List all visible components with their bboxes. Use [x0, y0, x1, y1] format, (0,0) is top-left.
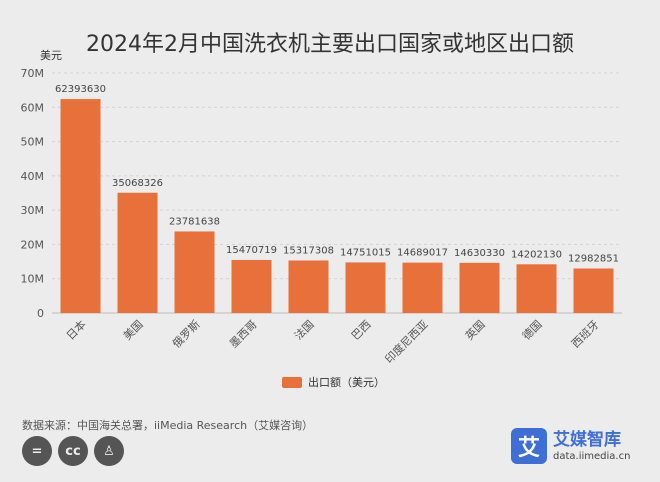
y-tick-label: 70M — [21, 67, 45, 80]
bar — [459, 262, 500, 313]
data-label: 14202130 — [511, 249, 562, 260]
data-label: 23781638 — [169, 216, 220, 227]
source-note: 数据来源：中国海关总署，iiMedia Research（艾媒咨询） — [22, 419, 314, 432]
brand-url: data.iimedia.cn — [553, 450, 631, 462]
bar — [60, 99, 101, 313]
y-tick-label: 0 — [37, 307, 44, 320]
brand-name: 艾媒智库 — [553, 429, 621, 450]
data-label: 14751015 — [340, 247, 391, 258]
data-label: 15470719 — [226, 245, 277, 256]
bar — [402, 262, 443, 313]
y-tick-label: 10M — [21, 273, 45, 286]
x-tick-label: 德国 — [519, 317, 544, 342]
chart-title: 2024年2月中国洗衣机主要出口国家或地区出口额 — [86, 32, 574, 57]
x-tick-label: 法国 — [291, 317, 316, 342]
y-axis-unit-label: 美元 — [40, 49, 62, 62]
data-label: 62393630 — [55, 84, 106, 95]
x-tick-label: 美国 — [121, 318, 146, 343]
license-icons: = cc ♙ — [22, 436, 124, 466]
bar — [231, 259, 272, 313]
bar — [345, 262, 386, 313]
bar — [573, 268, 614, 313]
y-tick-label: 30M — [21, 204, 45, 217]
data-label: 35068326 — [112, 178, 163, 189]
x-tick-label: 墨西哥 — [227, 318, 260, 351]
bar — [174, 231, 215, 313]
bar — [288, 260, 329, 313]
y-tick-label: 60M — [21, 101, 45, 114]
data-label: 15317308 — [283, 245, 334, 256]
legend-label: 出口额（美元） — [308, 376, 385, 389]
x-tick-label: 巴西 — [349, 318, 374, 343]
legend: 出口额（美元） — [282, 374, 385, 390]
bar — [516, 264, 557, 313]
x-tick-label: 西班牙 — [569, 318, 602, 351]
x-tick-label: 印度尼西亚 — [382, 317, 431, 366]
x-tick-label: 日本 — [63, 317, 88, 342]
y-tick-label: 20M — [21, 238, 45, 251]
data-label: 14689017 — [397, 248, 448, 259]
y-tick-label: 50M — [21, 136, 45, 149]
person-icon: ♙ — [94, 436, 124, 466]
brand-block: 艾 艾媒智库 data.iimedia.cn — [511, 428, 630, 464]
equals-icon: = — [22, 436, 52, 466]
bar-chart: 0 10M 20M 30M 40M 50M 60M 70M 62393630 日本 35068326… — [21, 67, 622, 366]
y-tick-label: 40M — [21, 170, 45, 183]
data-label: 12982851 — [568, 253, 619, 264]
cc-icon: cc — [58, 436, 88, 466]
x-tick-label: 俄罗斯 — [170, 318, 203, 351]
brand-logo-icon: 艾 — [511, 428, 547, 464]
bar — [117, 192, 158, 313]
data-label: 14630330 — [454, 248, 505, 259]
legend-swatch — [282, 376, 302, 388]
x-tick-label: 英国 — [462, 317, 487, 342]
